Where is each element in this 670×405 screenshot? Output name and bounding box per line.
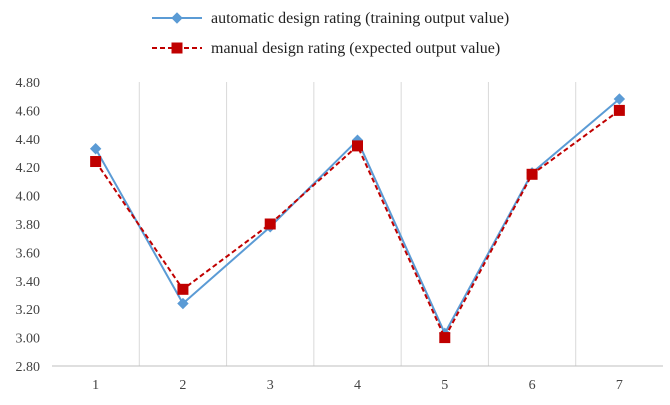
data-point-marker xyxy=(90,156,102,168)
series-line xyxy=(94,98,621,335)
data-point-marker xyxy=(89,143,102,155)
y-tick-label: 3.60 xyxy=(16,246,41,261)
series-2 xyxy=(90,104,625,344)
data-point-marker xyxy=(352,140,363,152)
data-point-marker xyxy=(177,297,189,310)
legend-marker xyxy=(171,42,183,54)
legend-item-2: manual design rating (expected output va… xyxy=(152,40,500,57)
legend-marker xyxy=(171,12,183,24)
legend-item-1: automatic design rating (training output… xyxy=(152,10,509,27)
data-point-marker xyxy=(613,93,626,105)
x-tick-label: 6 xyxy=(529,378,536,393)
x-tick-label: 1 xyxy=(92,378,99,393)
y-tick-label: 3.40 xyxy=(16,275,41,290)
data-point-marker xyxy=(439,332,451,344)
y-tick-label: 4.20 xyxy=(16,161,41,176)
y-tick-label: 3.80 xyxy=(16,218,41,233)
data-point-marker xyxy=(526,168,538,180)
grid-layer xyxy=(138,82,577,366)
x-tick-label: 7 xyxy=(616,378,623,393)
x-tick-label: 2 xyxy=(179,378,186,393)
x-tick-label: 4 xyxy=(354,378,361,393)
series-1 xyxy=(89,93,626,340)
data-point-marker xyxy=(177,283,189,295)
y-tick-label: 2.80 xyxy=(16,360,41,375)
legend: automatic design rating (training output… xyxy=(152,10,509,57)
y-tick-label: 4.60 xyxy=(16,104,41,119)
y-tick-labels: 2.80 3.00 3.20 3.40 3.60 3.80 4.00 4.20 4.40 4.60… xyxy=(16,76,41,375)
x-tick-labels: 1 2 3 4 5 6 7 xyxy=(92,378,623,393)
data-point-marker xyxy=(264,218,276,230)
y-tick-label: 4.80 xyxy=(16,76,41,91)
x-tick-label: 3 xyxy=(267,378,274,393)
y-tick-label: 4.40 xyxy=(16,133,41,148)
y-tick-label: 4.00 xyxy=(16,190,41,205)
legend-label: automatic design rating (training output… xyxy=(211,10,509,27)
y-tick-label: 3.00 xyxy=(16,332,41,347)
legend-label: manual design rating (expected output va… xyxy=(211,40,500,57)
data-point-marker xyxy=(613,104,625,116)
y-tick-label: 3.20 xyxy=(16,303,41,318)
series-layer xyxy=(89,93,626,344)
x-tick-label: 5 xyxy=(441,378,448,393)
